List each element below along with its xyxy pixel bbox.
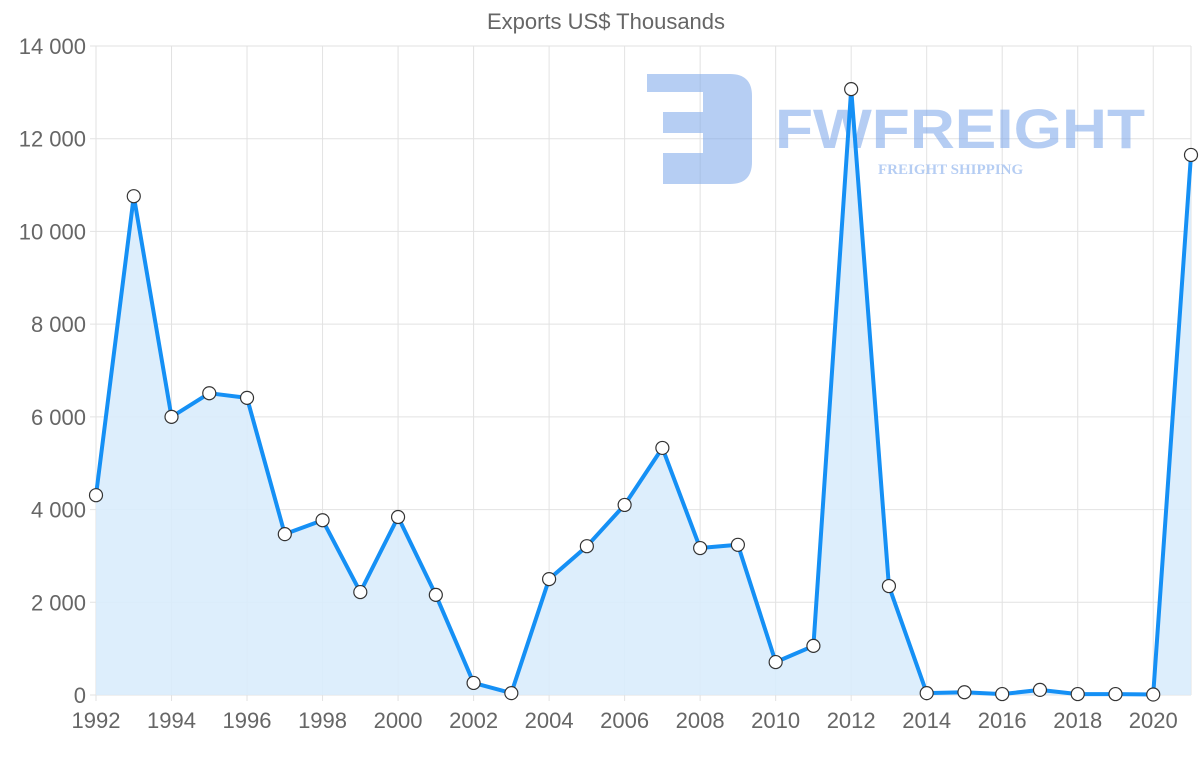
data-point-2010[interactable] [768, 654, 783, 670]
x-tick-label: 2004 [525, 708, 574, 733]
data-point-2003[interactable] [504, 686, 519, 701]
x-tick-label: 2002 [449, 708, 498, 733]
data-point-1994[interactable] [164, 409, 179, 424]
y-axis: 0 2 000 4 000 6 000 8 000 10 000 12 000 14 000 [19, 34, 86, 708]
data-point-2011[interactable] [806, 638, 821, 653]
data-point-2004[interactable] [542, 572, 557, 587]
data-point-1995[interactable] [202, 386, 217, 401]
data-point-2016[interactable] [995, 686, 1010, 702]
grid [90, 45, 1192, 701]
data-point-2006[interactable] [617, 497, 632, 513]
data-point-1993[interactable] [126, 189, 141, 204]
y-tick-label: 14 000 [19, 34, 86, 59]
x-tick-label: 2012 [827, 708, 876, 733]
data-point-2021[interactable] [1183, 147, 1199, 163]
data-point-1999[interactable] [353, 584, 368, 600]
data-point-2009[interactable] [730, 537, 745, 552]
data-point-1997[interactable] [277, 527, 292, 542]
x-tick-label: 2014 [902, 708, 951, 733]
watermark-tagline: FREIGHT SHIPPING [878, 162, 1023, 178]
data-points [88, 82, 1199, 702]
data-point-2007[interactable] [655, 440, 670, 456]
data-point-1996[interactable] [239, 390, 255, 405]
data-point-2015[interactable] [957, 685, 972, 700]
data-point-2008[interactable] [693, 540, 708, 556]
y-tick-label: 10 000 [19, 219, 86, 244]
y-tick-label: 6 000 [31, 405, 86, 430]
data-point-2002[interactable] [466, 675, 481, 691]
y-tick-label: 12 000 [19, 127, 86, 152]
x-tick-label: 2016 [978, 708, 1027, 733]
x-tick-label: 2018 [1053, 708, 1102, 733]
data-point-2018[interactable] [1070, 686, 1085, 702]
logo-mark-icon [647, 74, 752, 184]
data-point-2020[interactable] [1146, 687, 1161, 702]
x-tick-label: 2006 [600, 708, 649, 733]
data-point-2012[interactable] [844, 82, 859, 97]
data-point-2019[interactable] [1108, 686, 1123, 702]
x-tick-label: 2008 [676, 708, 725, 733]
y-tick-label: 4 000 [31, 498, 86, 523]
watermark-brand: FWFREIGHT [775, 97, 1145, 160]
x-tick-label: 2000 [374, 708, 423, 733]
x-tick-label: 1994 [147, 708, 196, 733]
watermark-logo: FWFREIGHT FREIGHT SHIPPING [647, 74, 1145, 184]
data-point-2017[interactable] [1032, 682, 1048, 698]
data-point-2005[interactable] [579, 539, 594, 554]
x-tick-label: 1992 [72, 708, 121, 733]
x-axis: 1992 1994 1996 1998 2000 2002 2004 2006 2008 2010… [72, 708, 1178, 733]
series-area [96, 89, 1191, 696]
data-point-1998[interactable] [315, 513, 330, 528]
x-tick-label: 2010 [751, 708, 800, 733]
chart-title: Exports US$ Thousands [487, 9, 725, 34]
data-point-2014[interactable] [919, 686, 934, 701]
x-tick-label: 2020 [1129, 708, 1178, 733]
data-point-1992[interactable] [88, 488, 104, 503]
data-point-2001[interactable] [428, 587, 443, 602]
data-point-2013[interactable] [881, 578, 897, 594]
y-tick-label: 0 [74, 683, 86, 708]
x-tick-label: 1996 [223, 708, 272, 733]
y-tick-label: 8 000 [31, 312, 86, 337]
y-tick-label: 2 000 [31, 590, 86, 615]
x-tick-label: 1998 [298, 708, 347, 733]
data-point-2000[interactable] [390, 509, 406, 525]
